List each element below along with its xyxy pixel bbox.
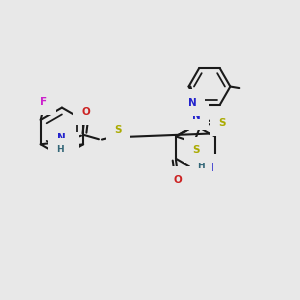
Text: N: N [205,163,214,173]
Text: N: N [192,111,200,121]
Text: H: H [56,145,64,154]
Text: H: H [197,161,205,170]
Text: S: S [193,145,200,155]
Text: F: F [40,97,47,107]
Text: S: S [115,125,122,135]
Text: S: S [218,118,226,128]
Text: F: F [64,141,71,151]
Text: O: O [81,107,90,117]
Text: O: O [173,175,182,185]
Text: N: N [57,134,65,143]
Text: N: N [188,98,197,108]
